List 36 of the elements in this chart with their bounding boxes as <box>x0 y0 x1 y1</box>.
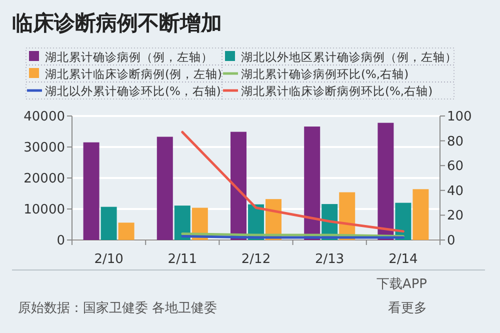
bar <box>100 206 117 240</box>
x-tick-label: 2/13 <box>315 252 344 267</box>
y-tick-label: 30000 <box>24 140 65 156</box>
line-series <box>181 130 404 233</box>
text: 看更多 <box>388 301 427 316</box>
text: 原始数据：国家卫健委 各地卫健委 <box>18 300 218 316</box>
y2-tick-label: 40 <box>447 184 464 199</box>
bar <box>304 126 320 240</box>
bar <box>156 136 173 240</box>
bar <box>174 206 190 240</box>
legend-label: 湖北累计确诊病例（例，左轴） <box>45 50 213 64</box>
x-tick-label: 2/11 <box>168 252 197 267</box>
chart-title: 临床诊断病例不断增加 <box>12 11 222 35</box>
y-tick-label: 10000 <box>24 202 65 218</box>
y2-tick-label: 0 <box>447 234 456 248</box>
y2-tick-label: 20 <box>447 208 464 224</box>
y-tick-label: 20000 <box>24 172 65 186</box>
bar <box>230 132 246 240</box>
legend-label: 湖北累计确诊病例环比(%,右轴) <box>241 67 409 81</box>
bar <box>412 189 429 240</box>
legend-label: 湖北以外累计确诊环比(%，右轴) <box>45 84 221 98</box>
legend-label: 湖北累计临床诊断病例环比(%,右轴) <box>241 84 433 98</box>
bar <box>378 122 394 240</box>
bar <box>118 222 134 240</box>
bar <box>83 142 100 240</box>
x-tick-label: 2/14 <box>388 252 418 267</box>
legend-label: 湖北以外地区累计确诊病例（例，左轴） <box>241 50 457 64</box>
y2-tick-label: 60 <box>447 159 464 174</box>
x-tick-label: 2/10 <box>94 252 124 267</box>
x-tick-label: 2/12 <box>241 252 271 267</box>
legend-label: 湖北累计临床诊断病例(例，左轴) <box>45 67 222 81</box>
y2-tick-label: 100 <box>447 110 472 124</box>
y2-tick-label: 80 <box>447 134 464 150</box>
text: 下载APP <box>376 277 428 292</box>
y-tick-label: 0 <box>56 234 65 248</box>
y-tick-label: 40000 <box>24 110 65 124</box>
